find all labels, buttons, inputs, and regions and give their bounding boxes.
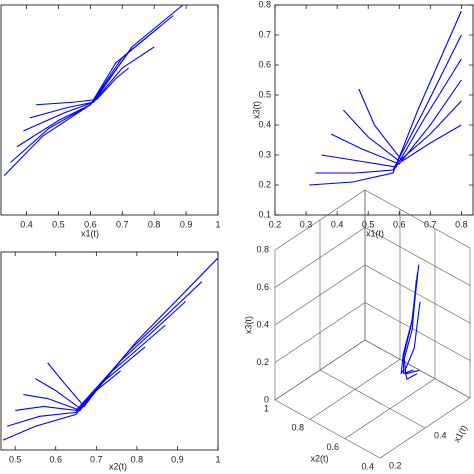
trajectory [29,46,155,119]
wall-grid [364,339,471,399]
y-axis-label: x3(t) [251,101,261,119]
trajectory [10,25,161,163]
x-tick-label: 0.6 [393,219,406,229]
trajectory [16,15,174,148]
x3-axis-label: x3(t) [243,316,253,334]
x-tick-label: 1 [215,219,220,229]
x2-axis-label: x2(t) [311,453,329,463]
x2-tick-label: 0.6 [326,442,339,452]
trajectory [2,257,219,441]
x-tick-label: 0.7 [116,219,129,229]
wall-grid [274,189,366,251]
wall-grid [274,302,366,363]
x3-tick-label: 0.4 [256,319,269,329]
x2-tick-label: 0.4 [361,461,374,471]
x-tick-label: 0.7 [90,454,103,464]
y-tick-label: 0.1 [258,209,271,219]
x-tick-label: 0.5 [9,454,22,464]
trajectory [36,67,129,106]
y-tick-label: 0.8 [258,0,271,9]
floor-grid [309,359,401,420]
y-tick-label: 0.3 [258,149,271,159]
plot-frame [274,4,474,216]
plot-frame [0,4,219,216]
x3-tick-label: 0.6 [256,282,269,292]
x-tick-label: 0.8 [148,219,161,229]
x1-axis-label: x1(t) [452,423,470,444]
floor-grid [274,399,381,459]
wall-grid [364,227,471,286]
trajectory [404,301,421,380]
trajectory [315,34,462,174]
x-tick-label: 0.5 [362,219,375,229]
x-axis-label: x1(t) [366,228,384,238]
x-tick-label: 0.3 [300,219,313,229]
y-tick-label: 0.6 [258,59,271,69]
wall-grid [274,264,366,326]
trajectory [35,346,146,410]
x-tick-label: 0.9 [171,454,184,464]
wall-grid [274,227,366,288]
x-tick-label: 0.8 [455,219,468,229]
y-tick-label: 0.7 [258,29,271,39]
x-tick-label: 1 [215,454,220,464]
x-tick-label: 0.5 [52,219,65,229]
x1-tick-label: 0.2 [389,460,402,470]
trajectory [358,88,462,162]
x-tick-label: 0.4 [331,219,344,229]
trajectory [342,100,462,162]
x-tick-label: 0.6 [84,219,97,229]
trajectory [47,362,122,408]
x3-tick-label: 0 [264,394,269,404]
x-axis-label: x1(t) [81,228,99,238]
trajectory [321,58,462,168]
y-tick-label: 0.4 [258,119,271,129]
x-tick-label: 0.6 [49,454,62,464]
plot-frame [0,251,219,451]
floor-grid [319,369,426,429]
trajectory [23,324,166,412]
floor-grid [379,397,471,459]
wall-grid [364,264,471,324]
trajectory [403,280,420,375]
y-tick-label: 0.2 [258,179,271,189]
x-tick-label: 0.9 [180,219,193,229]
x-tick-label: 0.4 [20,219,33,229]
x-axis-label: x2(t) [109,461,127,471]
x3-tick-label: 0.2 [256,357,269,367]
wall-grid [364,302,471,361]
trajectory [23,4,184,132]
x-tick-label: 0.2 [269,219,282,229]
x3-tick-label: 0.8 [256,244,269,254]
y-tick-label: 0.5 [258,89,271,99]
x2-tick-label: 0.8 [291,423,304,433]
trajectory [309,10,462,186]
x-tick-label: 0.7 [424,219,437,229]
x1-tick-label: 0.4 [434,430,447,440]
wall-grid [364,189,471,249]
floor-grid [344,378,436,439]
x-tick-label: 0.8 [131,454,144,464]
x2-tick-label: 1 [264,403,269,413]
wall-grid [274,339,366,401]
trajectory [15,301,186,411]
trajectory [6,281,203,427]
trajectory [330,79,462,165]
